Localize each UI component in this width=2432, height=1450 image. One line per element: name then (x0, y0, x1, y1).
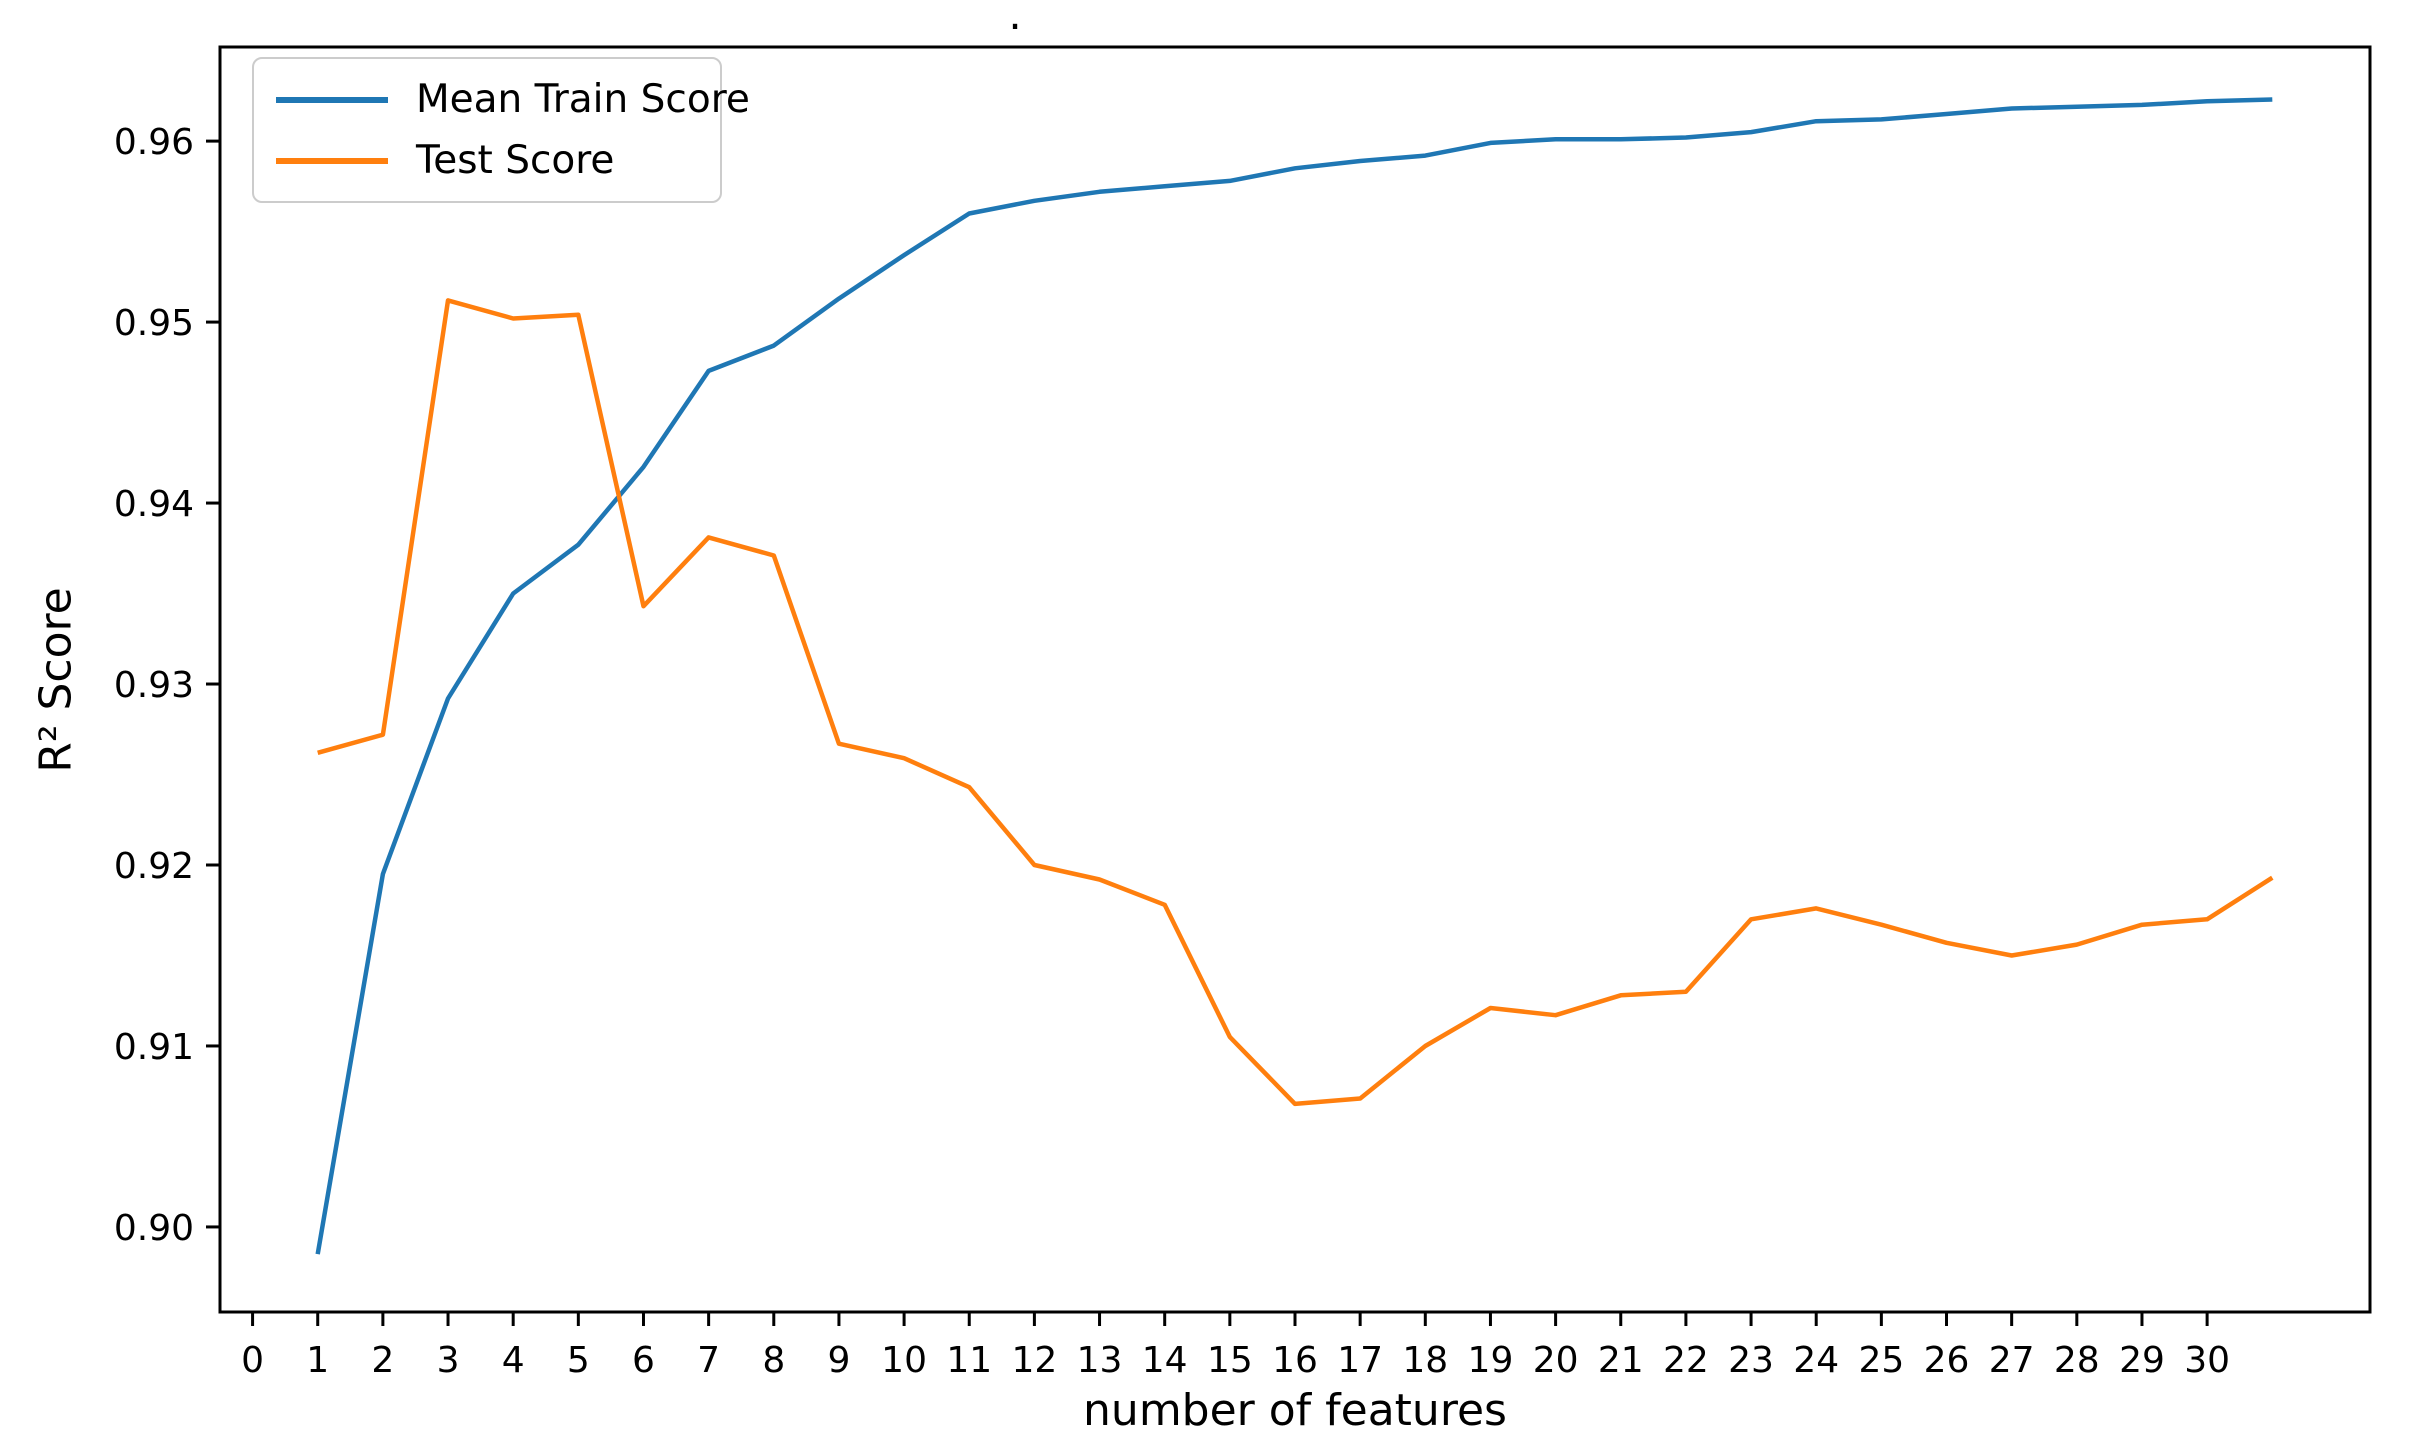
plot-spines (218, 45, 2372, 1314)
x-tick-label: 5 (567, 1340, 590, 1381)
x-tick-label: 24 (1793, 1340, 1839, 1381)
x-tick-label: 20 (1533, 1340, 1579, 1381)
x-tick-label: 14 (1142, 1340, 1188, 1381)
x-tick-label: 9 (827, 1340, 850, 1381)
chart-title: . (1008, 0, 1022, 39)
train-score-line (315, 97, 2273, 1255)
y-tick-label: 0.91 (114, 1027, 194, 1068)
y-tick-label: 0.93 (114, 665, 194, 706)
x-tick-label: 2 (371, 1340, 394, 1381)
x-tick-label: 0 (241, 1340, 264, 1381)
x-tick-label: 27 (1989, 1340, 2035, 1381)
y-axis-label-text: R² Score (30, 587, 82, 773)
legend-item-mean-train-score: Mean Train Score (276, 77, 750, 122)
legend-line-swatch (276, 96, 388, 103)
x-tick-label: 21 (1598, 1340, 1644, 1381)
x-tick-label: 26 (1924, 1340, 1970, 1381)
y-tick-label: 0.92 (114, 846, 194, 887)
legend: Mean Train Score Test Score (252, 57, 750, 203)
x-tick-label: 1 (306, 1340, 329, 1381)
x-tick-label: 18 (1402, 1340, 1448, 1381)
x-tick-label: 12 (1011, 1340, 1057, 1381)
x-tick-label: 11 (946, 1340, 992, 1381)
test-score-line (317, 298, 2274, 1107)
x-tick-label: 19 (1468, 1340, 1514, 1381)
x-tick-label: 22 (1663, 1340, 1709, 1381)
x-tick-label: 30 (2184, 1340, 2230, 1381)
legend-label: Mean Train Score (416, 77, 750, 122)
x-tick-label: 25 (1858, 1340, 1904, 1381)
x-tick-label: 28 (2054, 1340, 2100, 1381)
x-tick-label: 13 (1077, 1340, 1123, 1381)
y-tick-label: 0.90 (114, 1208, 194, 1249)
y-tick-label: 0.94 (114, 484, 194, 525)
x-tick-label: 15 (1207, 1340, 1253, 1381)
y-tick-label: 0.95 (114, 303, 194, 344)
x-tick-label: 23 (1728, 1340, 1774, 1381)
x-tick-label: 8 (762, 1340, 785, 1381)
x-tick-label: 16 (1272, 1340, 1318, 1381)
legend-label: Test Score (416, 138, 615, 183)
y-tick-label: 0.96 (114, 122, 194, 163)
legend-line-swatch (276, 157, 388, 164)
x-tick-label: 4 (502, 1340, 525, 1381)
legend-item-test-score: Test Score (276, 138, 694, 183)
x-tick-label: 17 (1337, 1340, 1383, 1381)
x-tick-label: 6 (632, 1340, 655, 1381)
x-tick-label: 10 (881, 1340, 927, 1381)
x-axis-label: number of features (1083, 1385, 1507, 1436)
x-tick-label: 3 (437, 1340, 460, 1381)
x-tick-label: 7 (697, 1340, 720, 1381)
x-tick-label: 29 (2119, 1340, 2165, 1381)
